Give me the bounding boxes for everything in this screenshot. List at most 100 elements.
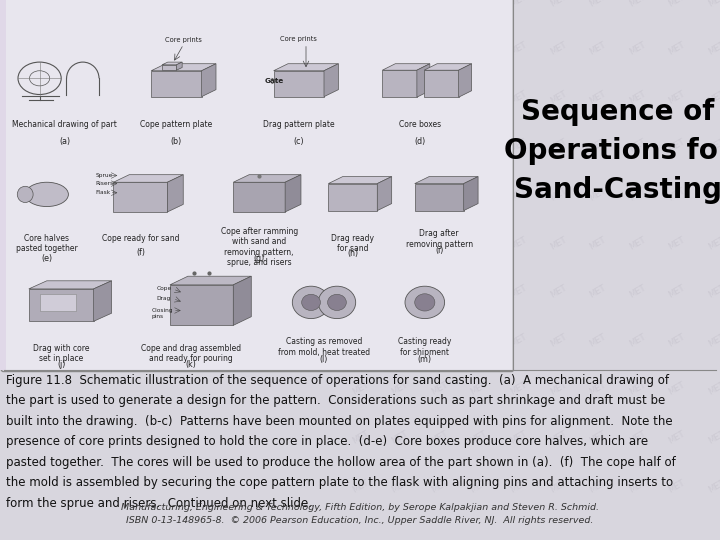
Text: MET: MET xyxy=(706,429,720,445)
Text: MET: MET xyxy=(667,89,687,105)
Text: MET: MET xyxy=(548,40,568,57)
Text: MET: MET xyxy=(350,478,370,494)
Text: MET: MET xyxy=(548,332,568,348)
Text: (b): (b) xyxy=(171,137,182,146)
Text: MET: MET xyxy=(350,332,370,348)
Text: MET: MET xyxy=(706,0,720,8)
Polygon shape xyxy=(114,175,183,183)
Text: Closing: Closing xyxy=(151,308,173,313)
Text: MET: MET xyxy=(390,429,410,445)
Text: MET: MET xyxy=(667,381,687,397)
Text: MET: MET xyxy=(588,186,608,202)
Text: Cope: Cope xyxy=(156,286,171,292)
Text: Drag ready
for sand: Drag ready for sand xyxy=(331,234,374,253)
Text: MET: MET xyxy=(390,0,410,8)
Ellipse shape xyxy=(25,183,68,206)
Polygon shape xyxy=(424,64,472,70)
Text: MET: MET xyxy=(469,381,489,397)
Text: MET: MET xyxy=(350,89,370,105)
Text: MET: MET xyxy=(390,89,410,105)
Text: MET: MET xyxy=(588,429,608,445)
Text: MET: MET xyxy=(706,138,720,154)
Text: MET: MET xyxy=(588,332,608,348)
Bar xyxy=(424,70,459,97)
Text: MET: MET xyxy=(508,332,528,348)
Text: Core boxes: Core boxes xyxy=(400,120,441,130)
Text: MET: MET xyxy=(706,478,720,494)
Polygon shape xyxy=(415,177,478,184)
Text: (i): (i) xyxy=(435,246,444,255)
FancyBboxPatch shape xyxy=(1,0,513,372)
Text: MET: MET xyxy=(429,332,449,348)
Text: (m): (m) xyxy=(418,355,432,364)
Text: MET: MET xyxy=(429,40,449,57)
Text: Cope after ramming
with sand and
removing pattern,
sprue, and risers: Cope after ramming with sand and removin… xyxy=(220,227,298,267)
Text: (e): (e) xyxy=(41,254,53,263)
Text: MET: MET xyxy=(548,429,568,445)
Text: (g): (g) xyxy=(253,254,265,263)
Bar xyxy=(162,65,176,70)
Text: MET: MET xyxy=(627,40,647,57)
Text: MET: MET xyxy=(588,284,608,300)
Text: MET: MET xyxy=(627,138,647,154)
Bar xyxy=(415,184,464,211)
Text: built into the drawing.  (b-c)  Patterns have been mounted on plates equipped wi: built into the drawing. (b-c) Patterns h… xyxy=(6,415,672,428)
Text: (l): (l) xyxy=(320,355,328,364)
Text: Sequence of
Operations for
Sand-Casting: Sequence of Operations for Sand-Casting xyxy=(504,98,720,204)
Text: MET: MET xyxy=(588,478,608,494)
Polygon shape xyxy=(162,62,182,65)
Text: Gate: Gate xyxy=(265,78,284,84)
Text: MET: MET xyxy=(588,235,608,251)
Text: MET: MET xyxy=(508,0,528,8)
Text: MET: MET xyxy=(429,478,449,494)
Text: MET: MET xyxy=(548,138,568,154)
Text: MET: MET xyxy=(627,429,647,445)
Text: MET: MET xyxy=(350,40,370,57)
Text: MET: MET xyxy=(667,332,687,348)
Text: MET: MET xyxy=(548,478,568,494)
Text: the mold is assembled by securing the cope pattern plate to the flask with align: the mold is assembled by securing the co… xyxy=(6,476,673,489)
Text: Core halves
pasted together: Core halves pasted together xyxy=(16,234,78,253)
Text: MET: MET xyxy=(627,186,647,202)
Text: MET: MET xyxy=(390,186,410,202)
Polygon shape xyxy=(382,64,430,70)
Polygon shape xyxy=(328,177,392,184)
Text: MET: MET xyxy=(350,381,370,397)
Bar xyxy=(114,182,167,212)
Text: MET: MET xyxy=(469,332,489,348)
Text: Casting as removed
from mold, heat treated: Casting as removed from mold, heat treat… xyxy=(278,338,370,357)
Text: Cope ready for sand: Cope ready for sand xyxy=(102,234,179,243)
Bar xyxy=(170,285,233,325)
Ellipse shape xyxy=(415,294,435,311)
Text: MET: MET xyxy=(508,284,528,300)
Text: MET: MET xyxy=(588,89,608,105)
Text: (c): (c) xyxy=(294,137,304,146)
Bar xyxy=(274,71,324,97)
Text: Core prints: Core prints xyxy=(280,36,318,42)
Text: MET: MET xyxy=(469,235,489,251)
Polygon shape xyxy=(464,177,478,211)
Text: MET: MET xyxy=(508,89,528,105)
Text: MET: MET xyxy=(548,0,568,8)
Text: MET: MET xyxy=(667,478,687,494)
Ellipse shape xyxy=(318,286,356,319)
Polygon shape xyxy=(274,64,338,71)
Text: MET: MET xyxy=(627,284,647,300)
Polygon shape xyxy=(233,175,301,183)
Polygon shape xyxy=(29,281,112,289)
Text: MET: MET xyxy=(627,478,647,494)
Text: MET: MET xyxy=(508,478,528,494)
Text: MET: MET xyxy=(429,0,449,8)
Text: MET: MET xyxy=(469,429,489,445)
Text: MET: MET xyxy=(588,40,608,57)
Bar xyxy=(328,184,377,211)
Text: Risers: Risers xyxy=(96,181,114,186)
Text: MET: MET xyxy=(508,429,528,445)
Text: MET: MET xyxy=(706,284,720,300)
Text: Mechanical drawing of part: Mechanical drawing of part xyxy=(12,120,117,130)
Text: presence of core prints designed to hold the core in place.  (d-e)  Core boxes p: presence of core prints designed to hold… xyxy=(6,435,648,448)
Text: MET: MET xyxy=(667,138,687,154)
Bar xyxy=(151,71,202,97)
Text: MET: MET xyxy=(429,284,449,300)
Text: (a): (a) xyxy=(59,137,71,146)
